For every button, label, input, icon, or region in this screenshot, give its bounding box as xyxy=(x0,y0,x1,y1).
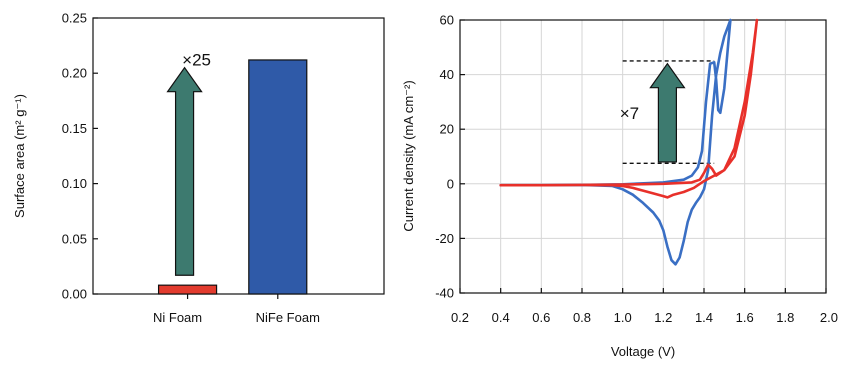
bar-x-axis-ticks: Ni Foam NiFe Foam xyxy=(153,294,320,325)
line-y-tick-label: 0 xyxy=(447,176,454,191)
bar xyxy=(248,59,308,295)
line-y-tick-label: 20 xyxy=(440,122,454,137)
line-chart-panel: -40 -20 0 20 40 60 0.2 0.4 0.6 0.8 1.0 1.2 1.4 1.6 1.… xyxy=(401,13,838,360)
line-x-tick-label: 0.2 xyxy=(451,310,469,325)
bar-x-tick-label: NiFe Foam xyxy=(256,310,320,325)
bar-y-tick-label: 0.00 xyxy=(62,287,87,302)
line-growth-arrow xyxy=(649,62,686,163)
bar-y-tick-label: 0.25 xyxy=(62,11,87,26)
line-y-tick-label: 40 xyxy=(440,67,454,82)
line-x-tick-label: 1.8 xyxy=(776,310,794,325)
line-x-tick-label: 1.6 xyxy=(736,310,754,325)
line-plot-frame xyxy=(459,19,827,294)
bar-chart-panel: 0.00 0.05 0.10 0.15 0.20 0.25 Ni Foam NiFe Foa… xyxy=(12,11,385,325)
line-x-tick-label: 0.4 xyxy=(492,310,510,325)
bar xyxy=(157,284,218,295)
bar-y-tick-label: 0.20 xyxy=(62,66,87,81)
bar-y-axis-label: Surface area (m² g⁻¹) xyxy=(12,94,27,218)
line-annotation: ×7 xyxy=(620,60,715,164)
line-x-tick-label: 0.8 xyxy=(573,310,591,325)
line-y-tick-label: -20 xyxy=(435,231,454,246)
bar-y-tick-label: 0.15 xyxy=(62,121,87,136)
bar-y-tick-label: 0.10 xyxy=(62,176,87,191)
line-x-tick-label: 1.0 xyxy=(614,310,632,325)
line-y-axis-ticks: -40 -20 0 20 40 60 xyxy=(435,13,465,301)
line-x-tick-label: 1.4 xyxy=(695,310,713,325)
line-y-tick-label: -40 xyxy=(435,286,454,301)
line-y-tick-label: 60 xyxy=(440,13,454,28)
line-x-axis-ticks: 0.2 0.4 0.6 0.8 1.0 1.2 1.4 1.6 1.8 2.0 xyxy=(451,288,838,325)
line-x-tick-label: 1.2 xyxy=(654,310,672,325)
bar-annotation: ×25 xyxy=(166,51,211,276)
line-series-group xyxy=(499,18,759,266)
bar-y-tick-label: 0.05 xyxy=(62,231,87,246)
bar-x-tick-label: Ni Foam xyxy=(153,310,202,325)
line-grid xyxy=(459,19,827,294)
line-x-tick-label: 0.6 xyxy=(532,310,550,325)
line-y-axis-label: Current density (mA cm⁻²) xyxy=(401,80,416,231)
line-series xyxy=(499,18,759,199)
line-annotation-label: ×7 xyxy=(620,104,639,123)
bar-growth-arrow xyxy=(166,66,203,276)
bar-annotation-label: ×25 xyxy=(182,51,211,70)
bar-plot-frame xyxy=(92,17,385,295)
line-series xyxy=(499,18,732,266)
bar-y-axis-ticks: 0.00 0.05 0.10 0.15 0.20 0.25 xyxy=(62,11,98,302)
line-x-axis-label: Voltage (V) xyxy=(611,344,675,359)
line-x-tick-label: 2.0 xyxy=(820,310,838,325)
